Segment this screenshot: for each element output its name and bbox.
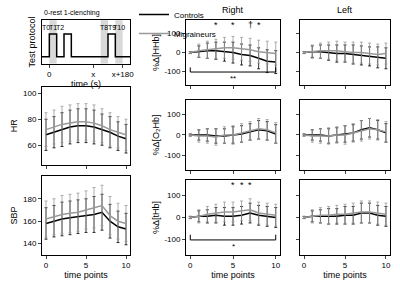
svg-text:100: 100 <box>167 191 181 200</box>
svg-text:0-rest 1-clenching: 0-rest 1-clenching <box>44 9 100 17</box>
svg-text:10: 10 <box>271 261 280 270</box>
svg-text:T8: T8 <box>100 24 108 31</box>
svg-text:140: 140 <box>23 239 37 248</box>
svg-text:Left: Left <box>337 5 353 15</box>
svg-text:x+180: x+180 <box>112 70 135 79</box>
svg-text:*: * <box>240 180 244 190</box>
svg-text:160: 160 <box>23 217 37 226</box>
svg-text:*: * <box>248 180 252 190</box>
svg-text:T2: T2 <box>56 24 64 31</box>
svg-text:0: 0 <box>47 70 52 79</box>
svg-text:HR: HR <box>9 119 19 132</box>
svg-text:80: 80 <box>27 115 36 124</box>
svg-text:0: 0 <box>302 261 307 270</box>
svg-text:%Δ[tHb]: %Δ[tHb] <box>151 201 161 234</box>
svg-text:5: 5 <box>343 261 348 270</box>
svg-text:time points: time points <box>323 270 367 280</box>
svg-text:x: x <box>91 70 95 79</box>
svg-text:T9: T9 <box>108 24 116 31</box>
svg-text:%Δ[HHb]: %Δ[HHb] <box>151 34 161 71</box>
svg-text:T1: T1 <box>49 24 57 31</box>
svg-text:Controls: Controls <box>174 11 204 20</box>
svg-text:*: * <box>214 20 218 30</box>
svg-text:0: 0 <box>176 213 181 222</box>
svg-text:Right: Right <box>222 5 244 15</box>
svg-text:100: 100 <box>23 89 37 98</box>
svg-text:-100: -100 <box>164 151 181 160</box>
svg-text:5: 5 <box>231 261 236 270</box>
svg-text:0: 0 <box>176 48 181 57</box>
svg-text:T0: T0 <box>42 24 50 31</box>
svg-text:5: 5 <box>84 261 89 270</box>
svg-text:time (s): time (s) <box>71 79 101 89</box>
svg-text:60: 60 <box>27 141 36 150</box>
svg-text:0: 0 <box>44 261 49 270</box>
svg-text:time points: time points <box>211 270 255 280</box>
svg-text:10: 10 <box>381 261 390 270</box>
svg-text:10: 10 <box>122 261 131 270</box>
svg-text:T10: T10 <box>113 24 125 31</box>
svg-text:*: * <box>232 242 235 251</box>
svg-text:SBP: SBP <box>9 207 19 225</box>
svg-text:0: 0 <box>176 131 181 140</box>
svg-text:0: 0 <box>188 261 193 270</box>
svg-text:-100: -100 <box>164 235 181 244</box>
svg-text:180: 180 <box>23 195 37 204</box>
svg-text:100: 100 <box>167 110 181 119</box>
svg-text:*: * <box>257 20 261 30</box>
svg-text:Migraineurs: Migraineurs <box>174 30 216 39</box>
svg-text:*: * <box>231 180 235 190</box>
svg-text:*: * <box>231 20 235 30</box>
svg-text:†: † <box>248 20 253 30</box>
svg-text:%Δ[O₂Hb]: %Δ[O₂Hb] <box>151 114 161 155</box>
svg-text:time points: time points <box>64 270 108 280</box>
svg-text:**: ** <box>230 74 236 83</box>
svg-text:-100: -100 <box>164 67 181 76</box>
svg-text:Test protocol: Test protocol <box>27 16 37 67</box>
